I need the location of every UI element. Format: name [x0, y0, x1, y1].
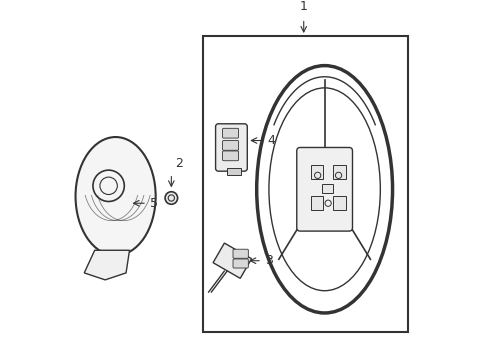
- Bar: [310, 165, 322, 179]
- Bar: [226, 168, 241, 175]
- FancyBboxPatch shape: [232, 249, 248, 258]
- FancyBboxPatch shape: [215, 124, 247, 171]
- Bar: [333, 196, 345, 210]
- Circle shape: [165, 192, 177, 204]
- FancyBboxPatch shape: [222, 128, 238, 138]
- Ellipse shape: [75, 137, 155, 256]
- Bar: [322, 184, 332, 193]
- FancyBboxPatch shape: [222, 151, 238, 161]
- FancyBboxPatch shape: [296, 148, 352, 231]
- FancyBboxPatch shape: [222, 140, 238, 150]
- Polygon shape: [84, 250, 129, 280]
- Text: 3: 3: [265, 254, 273, 267]
- Text: 2: 2: [175, 157, 183, 170]
- Text: 5: 5: [150, 197, 158, 210]
- Bar: [333, 165, 345, 179]
- FancyBboxPatch shape: [232, 259, 248, 268]
- Bar: [310, 196, 322, 210]
- Text: 4: 4: [266, 134, 274, 147]
- Polygon shape: [213, 243, 251, 278]
- Bar: [203, 36, 407, 332]
- Text: 1: 1: [299, 0, 307, 13]
